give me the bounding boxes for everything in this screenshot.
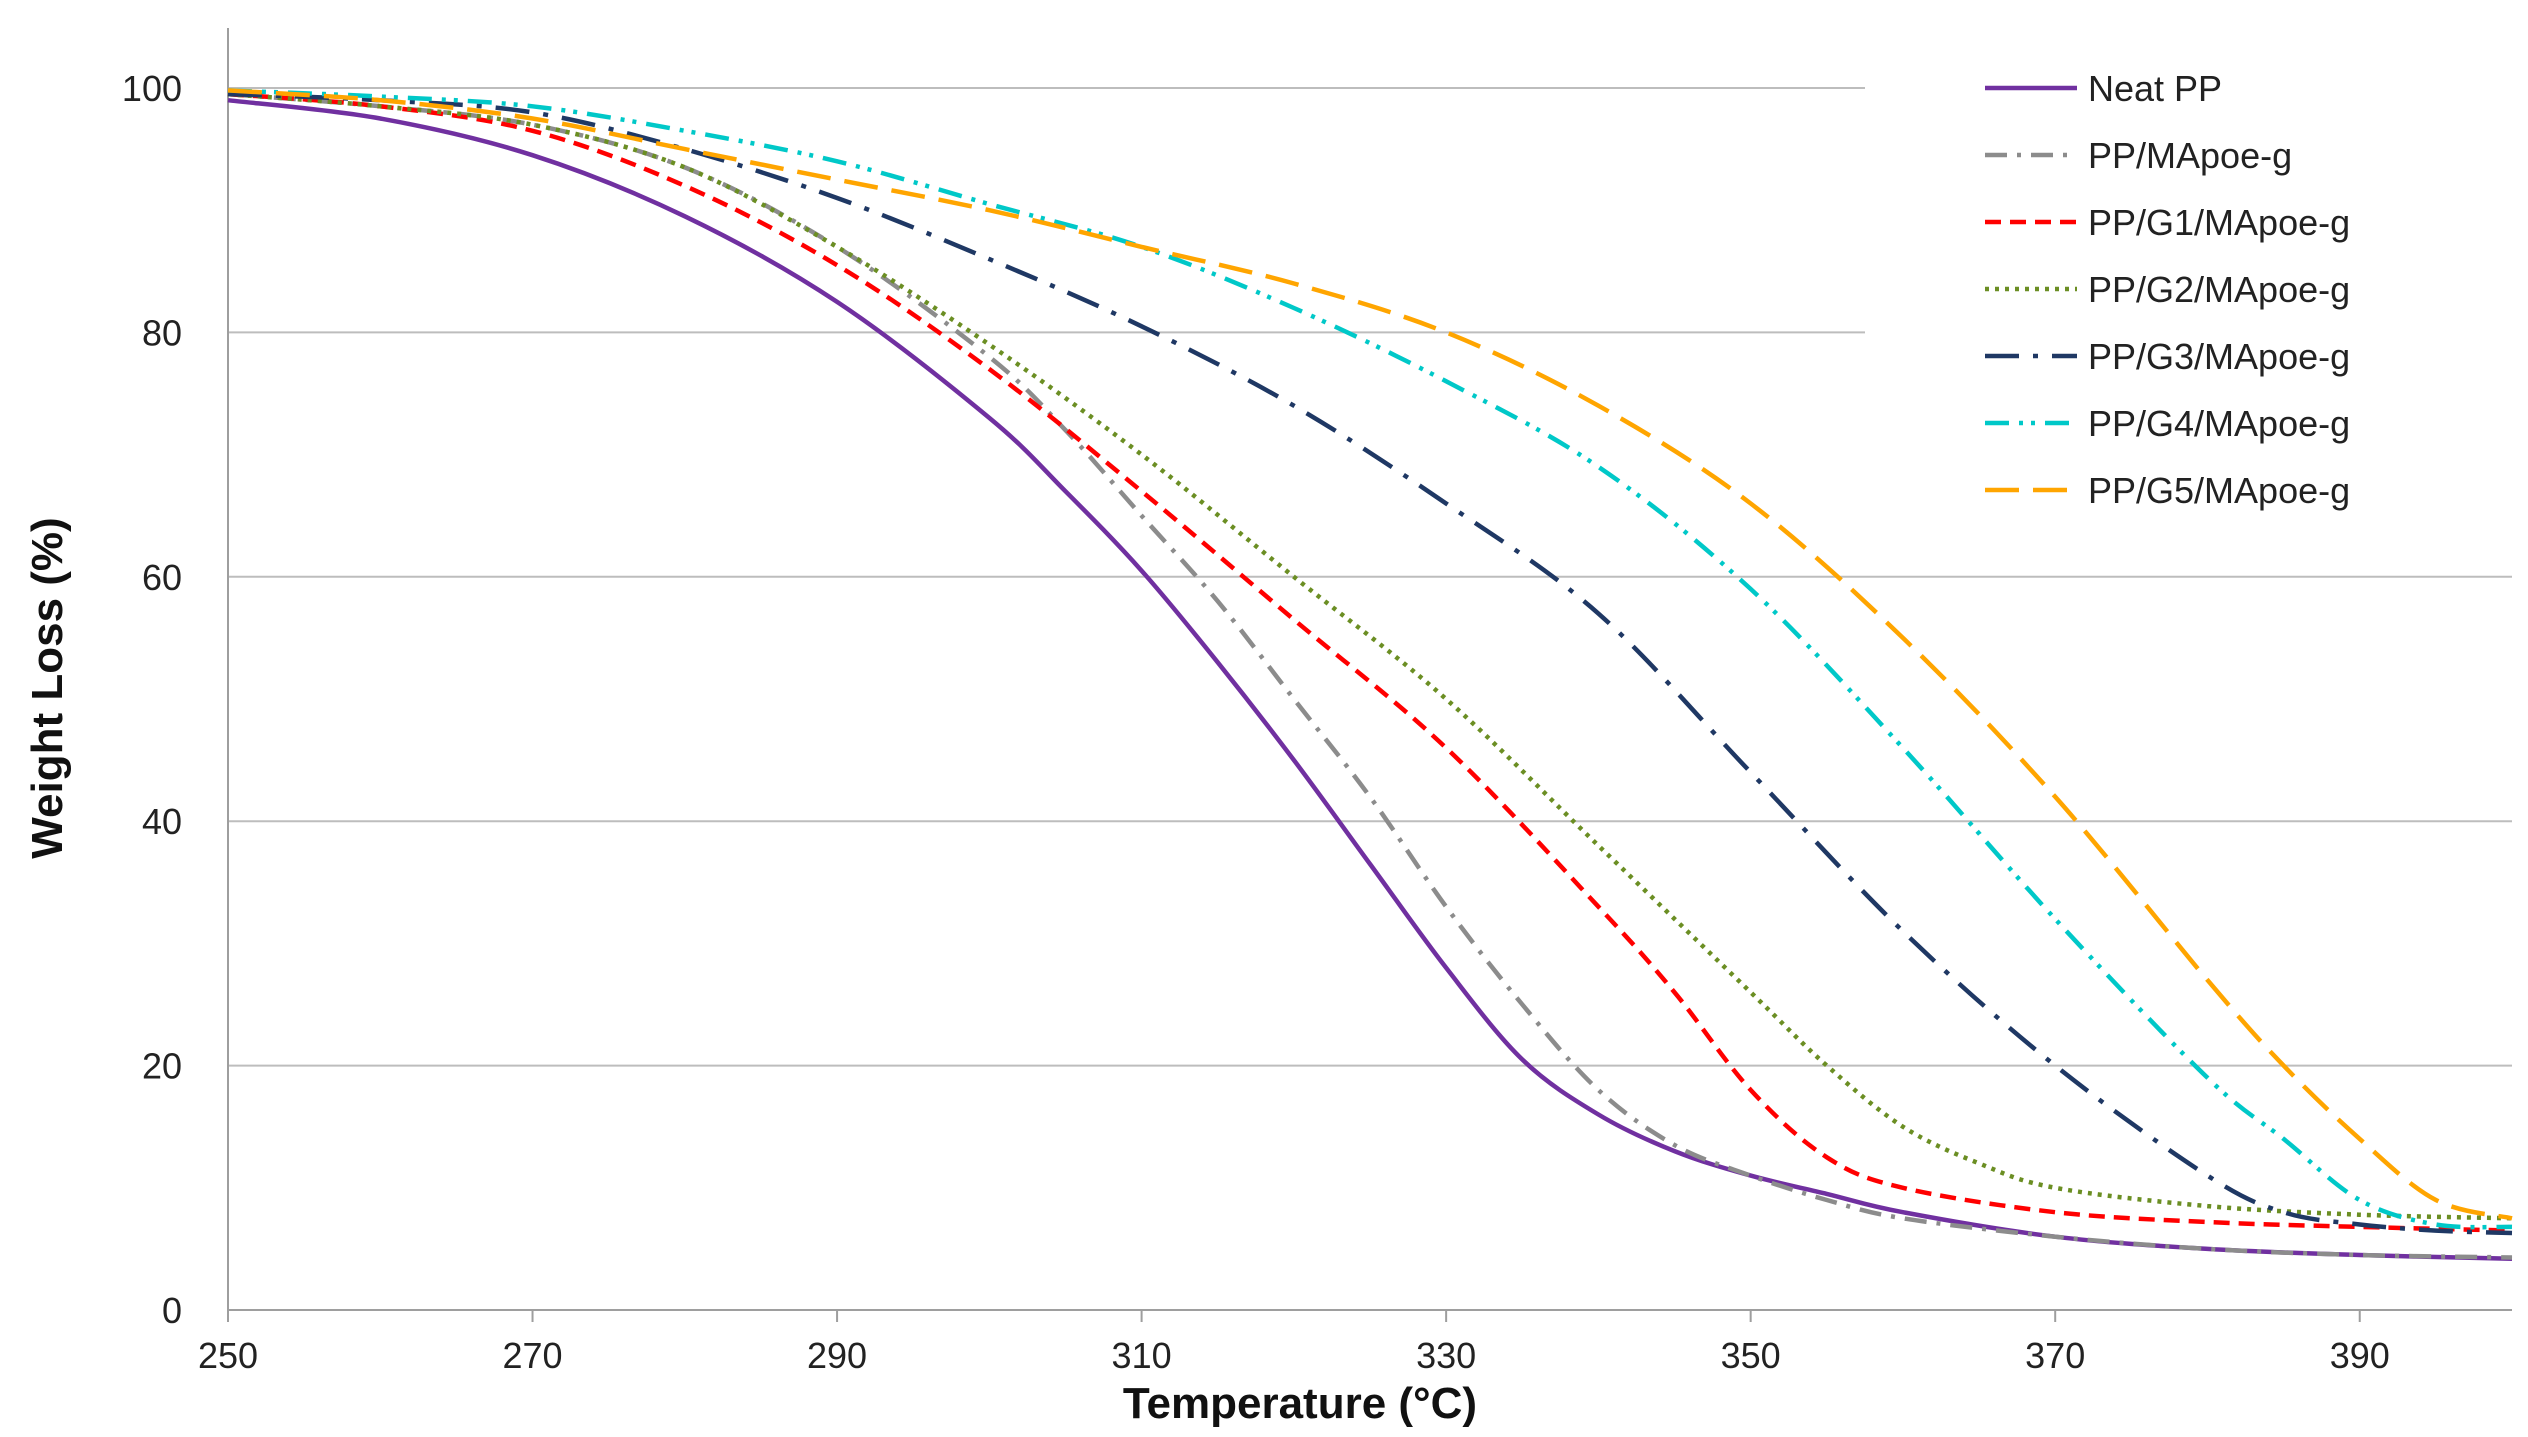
x-tick-label: 250	[198, 1335, 258, 1376]
y-tick-labels: 0 20 40 60 80 100	[122, 68, 182, 1331]
series-line-5	[227, 91, 2513, 1236]
y-tick-label: 20	[142, 1046, 182, 1087]
axes	[227, 28, 2512, 1311]
series-line-7	[227, 88, 2513, 1221]
series-line-4	[227, 91, 2513, 1221]
gridlines	[228, 87, 2512, 1067]
legend-label-2: PP/MApoe-g	[2088, 135, 2292, 176]
series-line-2	[227, 91, 2513, 1260]
y-tick-label: 60	[142, 557, 182, 598]
legend-label-3: PP/G1/MApoe-g	[2088, 202, 2350, 243]
legend-label-7: PP/G5/MApoe-g	[2088, 470, 2350, 511]
x-axis-title: Temperature (°C)	[1123, 1379, 1477, 1428]
legend-label-1: Neat PP	[2088, 68, 2222, 109]
series-line-3	[227, 91, 2513, 1233]
x-tick-label: 330	[1416, 1335, 1476, 1376]
legend-label-5: PP/G3/MApoe-g	[2088, 336, 2350, 377]
series-lines	[227, 88, 2513, 1261]
y-tick-label: 80	[142, 312, 182, 353]
x-tick-label: 310	[1112, 1335, 1172, 1376]
legend-label-4: PP/G2/MApoe-g	[2088, 269, 2350, 310]
x-tick-label: 370	[2025, 1335, 2085, 1376]
y-axis-title: Weight Loss (%)	[23, 517, 72, 858]
y-tick-label: 40	[142, 801, 182, 842]
legend-label-6: PP/G4/MApoe-g	[2088, 403, 2350, 444]
x-tick-label: 390	[2330, 1335, 2390, 1376]
x-tick-label: 270	[502, 1335, 562, 1376]
series-line-6	[227, 88, 2513, 1230]
y-tick-label: 0	[162, 1290, 182, 1331]
y-tick-label: 100	[122, 68, 182, 109]
x-tick-labels: 250 270 290 310 330 350 370 390	[198, 1310, 2390, 1376]
legend: Neat PP PP/MApoe-g PP/G1/MApoe-g PP/G2/MApo…	[1985, 68, 2350, 511]
x-tick-label: 290	[807, 1335, 867, 1376]
x-tick-label: 350	[1721, 1335, 1781, 1376]
